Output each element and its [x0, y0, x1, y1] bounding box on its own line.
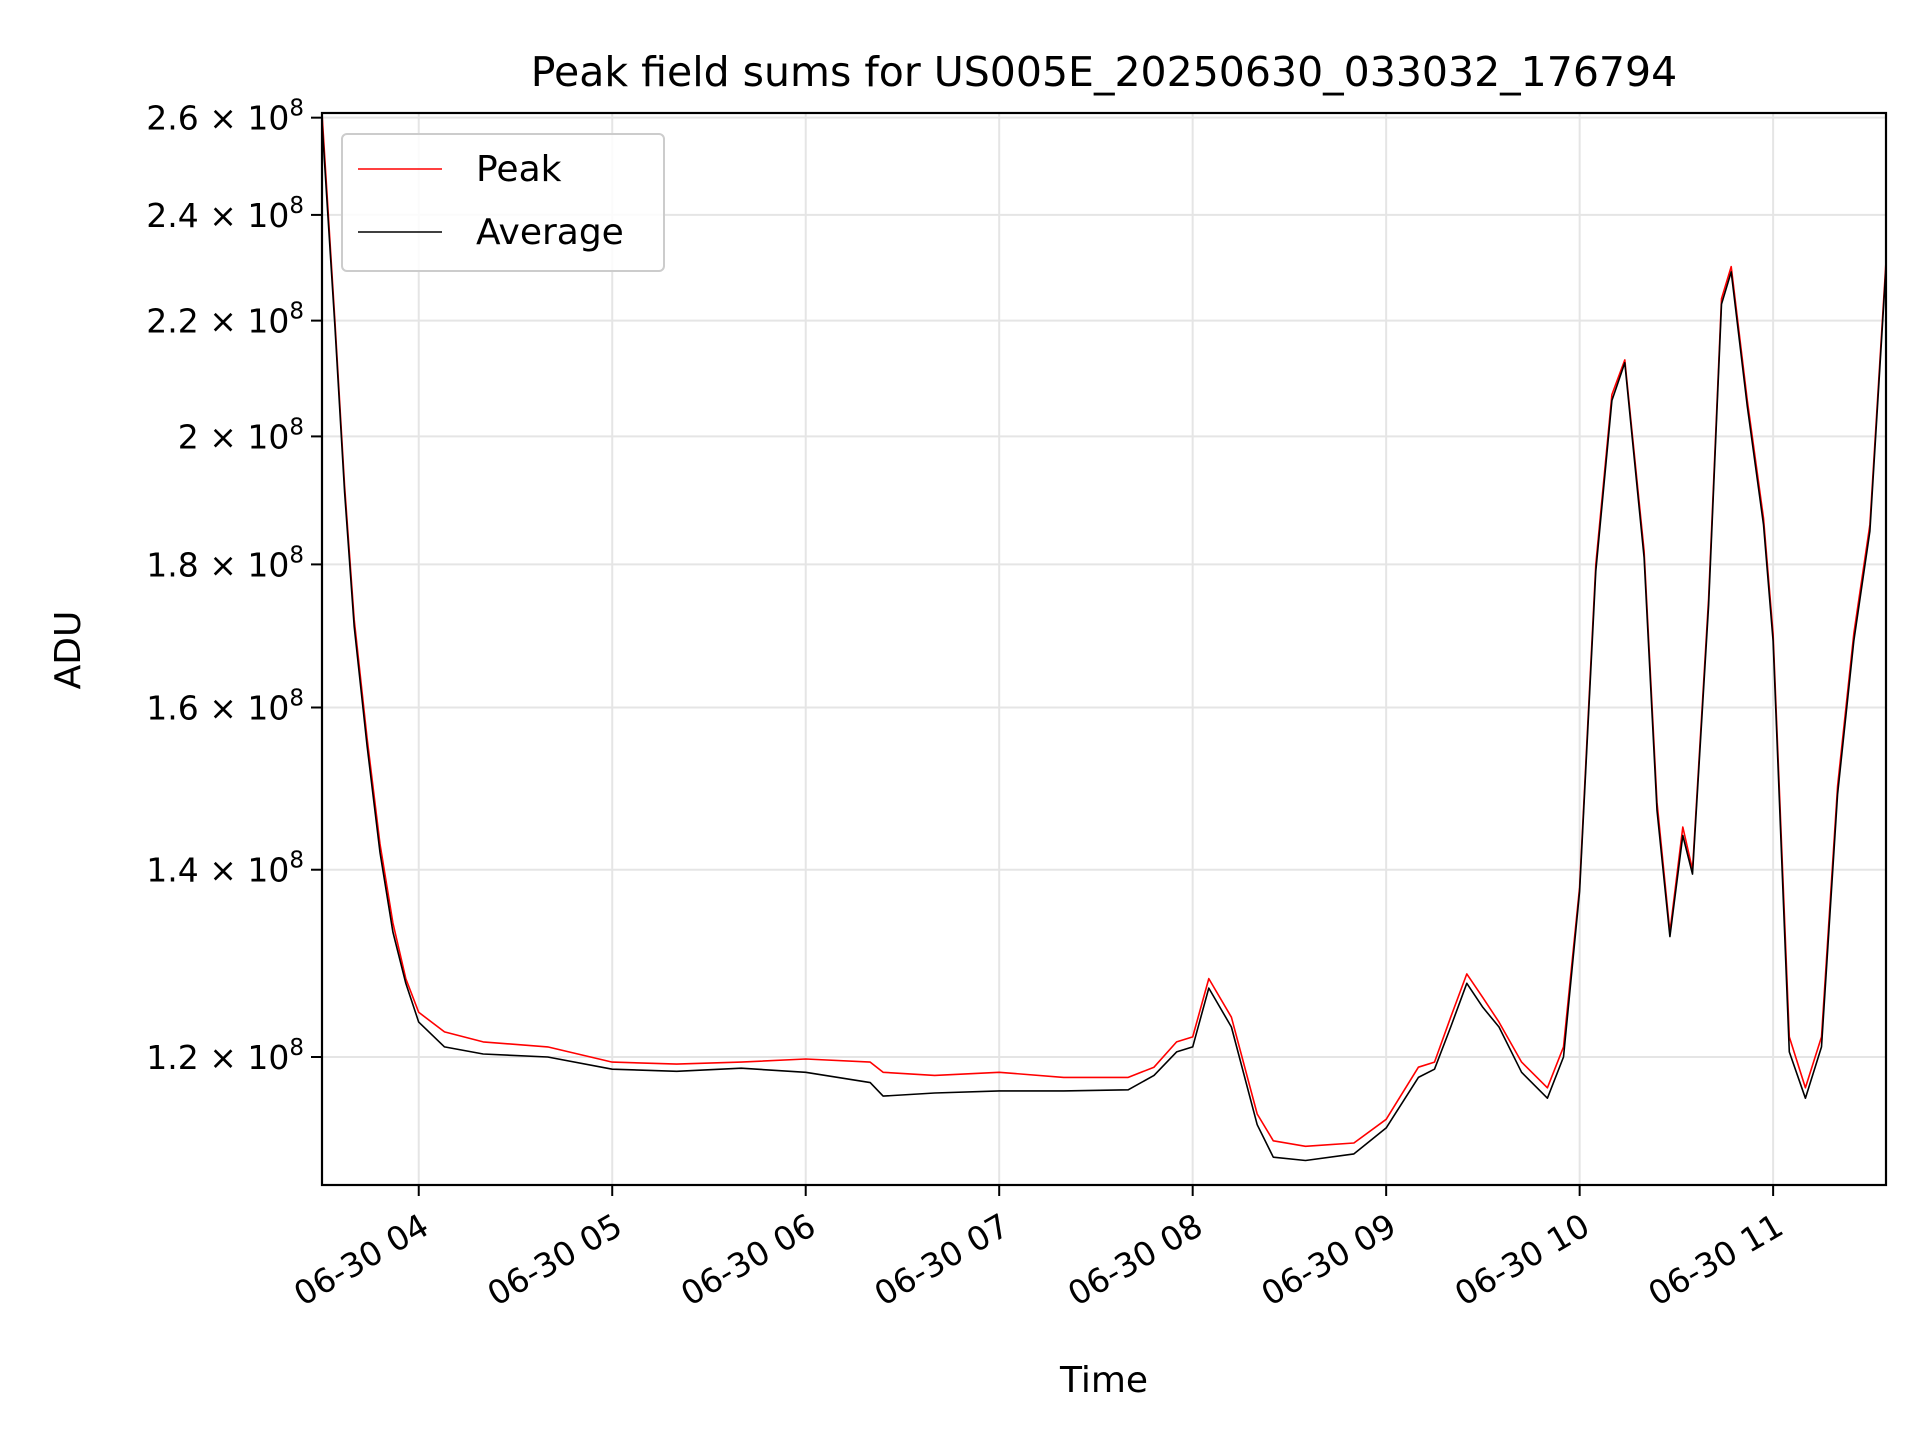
y-tick-exponent: 8	[289, 1035, 304, 1061]
legend: Peak Average	[341, 133, 665, 272]
y-axis-label: ADU	[48, 611, 89, 690]
y-tick-mantissa: 2.6	[146, 99, 198, 138]
y-tick-label: 2.2 × 108	[146, 299, 304, 341]
y-tick-mantissa: 2.4	[146, 196, 198, 235]
y-tick-exponent: 8	[289, 96, 304, 122]
legend-label-average: Average	[476, 212, 624, 253]
plot-frame	[320, 111, 1888, 1187]
y-tick-label: 1.4 × 108	[146, 848, 304, 890]
y-tick-mantissa: 2.2	[146, 302, 198, 341]
series-line-average	[322, 122, 1886, 1162]
chart-title: Peak field sums for US005E_20250630_0330…	[531, 48, 1677, 96]
y-tick-exponent: 8	[289, 299, 304, 325]
grid	[322, 113, 1886, 1185]
y-axis: 1.2 × 108 1.4 × 108 1.6 × 108 1.8 × 108 2 × …	[146, 96, 322, 1077]
y-tick-label: 1.2 × 108	[146, 1035, 304, 1077]
plot-area	[322, 113, 1886, 1162]
y-tick-label: 2.4 × 108	[146, 193, 304, 235]
y-tick-exponent: 8	[289, 685, 304, 711]
y-tick-label: 2 × 108	[178, 414, 304, 456]
y-tick-mantissa: 2	[178, 417, 199, 456]
legend-label-peak: Peak	[476, 149, 562, 190]
y-tick-exponent: 8	[289, 542, 304, 568]
y-tick-exponent: 8	[289, 193, 304, 219]
y-tick-mantissa: 1.6	[146, 688, 198, 727]
y-tick-label: 1.8 × 108	[146, 542, 304, 584]
series-line-peak	[322, 113, 1886, 1148]
y-tick-mantissa: 1.4	[146, 851, 198, 890]
x-axis-label: Time	[1059, 1360, 1148, 1401]
y-tick-exponent: 8	[289, 414, 304, 440]
y-tick-mantissa: 1.8	[146, 545, 198, 584]
y-tick-label: 2.6 × 108	[146, 96, 304, 138]
y-tick-exponent: 8	[289, 848, 304, 874]
y-tick-label: 1.6 × 108	[146, 685, 304, 727]
y-tick-mantissa: 1.2	[146, 1038, 198, 1077]
